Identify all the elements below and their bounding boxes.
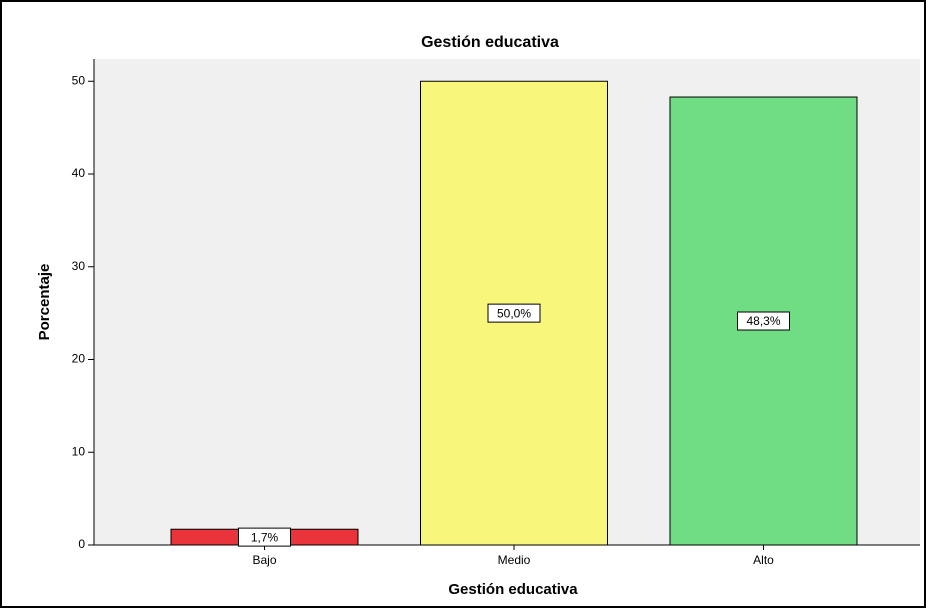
value-label-box	[487, 303, 541, 323]
y-axis-label: Porcentaje	[36, 264, 53, 341]
x-axis-label: Gestión educativa	[448, 581, 578, 598]
y-tick-label: 0	[78, 537, 85, 551]
value-label-box	[737, 311, 790, 331]
value-label: 50,0%	[497, 306, 531, 320]
y-tick-label: 10	[72, 444, 86, 458]
y-tick-label: 40	[72, 166, 86, 180]
x-tick-label: Medio	[498, 553, 531, 567]
x-tick-label: Alto	[753, 553, 774, 567]
y-tick-label: 50	[72, 73, 86, 87]
value-label-box	[238, 527, 291, 547]
y-tick-label: 20	[72, 352, 86, 366]
chart-title: Gestión educativa	[421, 34, 559, 51]
value-label: 48,3%	[746, 314, 780, 328]
x-tick-label: Bajo	[252, 553, 276, 567]
value-label: 1,7%	[251, 530, 279, 544]
y-tick-label: 30	[72, 259, 86, 273]
